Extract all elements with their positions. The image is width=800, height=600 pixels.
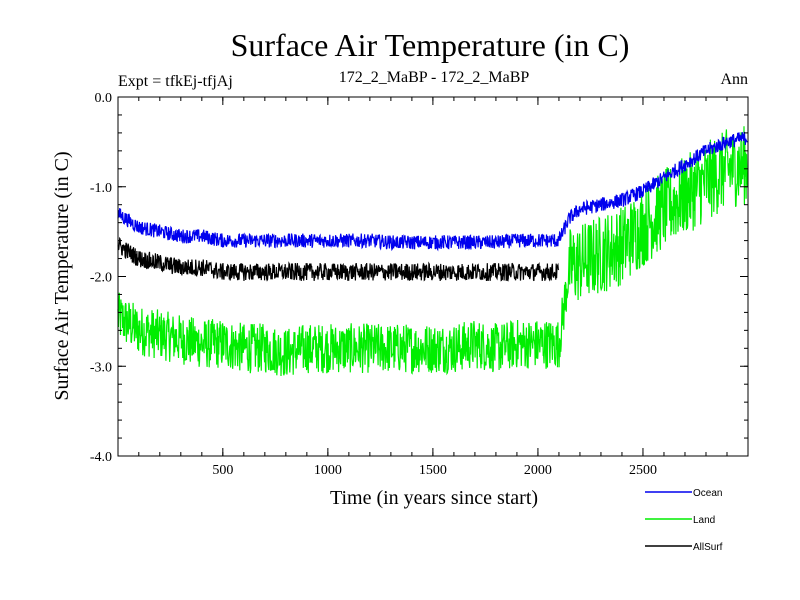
- legend-label-ocean: Ocean: [693, 488, 722, 499]
- y-tick-label: 0.0: [95, 91, 113, 106]
- chart-title: Surface Air Temperature (in C): [231, 27, 630, 63]
- x-axis-label: Time (in years since start): [330, 487, 538, 509]
- series-line-land: [117, 126, 749, 377]
- y-tick-labels: 0.0 -1.0 -2.0 -3.0 -4.0: [90, 91, 112, 465]
- x-tick-label: 2000: [524, 463, 552, 478]
- x-tick-label: 1000: [314, 463, 342, 478]
- series-layer: [117, 126, 749, 377]
- x-tick-label: 500: [212, 463, 233, 478]
- x-tick-label: 2500: [629, 463, 657, 478]
- subtitle-center: 172_2_MaBP - 172_2_MaBP: [339, 69, 530, 86]
- x-tick-labels: 500 1000 1500 2000 2500: [212, 463, 657, 478]
- y-axis-label: Surface Air Temperature (in C): [51, 151, 73, 400]
- experiment-label: Expt = tfkEj-tfjAj: [118, 73, 233, 90]
- y-tick-label: -3.0: [90, 360, 112, 375]
- legend-label-allsurf: AllSurf: [693, 542, 723, 553]
- series-line-allsurf: [117, 236, 560, 282]
- series-line-ocean: [117, 131, 749, 252]
- plot-area: [117, 96, 749, 457]
- legend-label-land: Land: [693, 515, 715, 526]
- x-tick-label: 1500: [419, 463, 447, 478]
- y-tick-label: -2.0: [90, 271, 112, 286]
- y-tick-label: -1.0: [90, 181, 112, 196]
- season-label: Ann: [720, 71, 748, 88]
- legend: Ocean Land AllSurf: [645, 488, 723, 553]
- y-tick-label: -4.0: [90, 450, 112, 465]
- plot-frame: [117, 96, 749, 457]
